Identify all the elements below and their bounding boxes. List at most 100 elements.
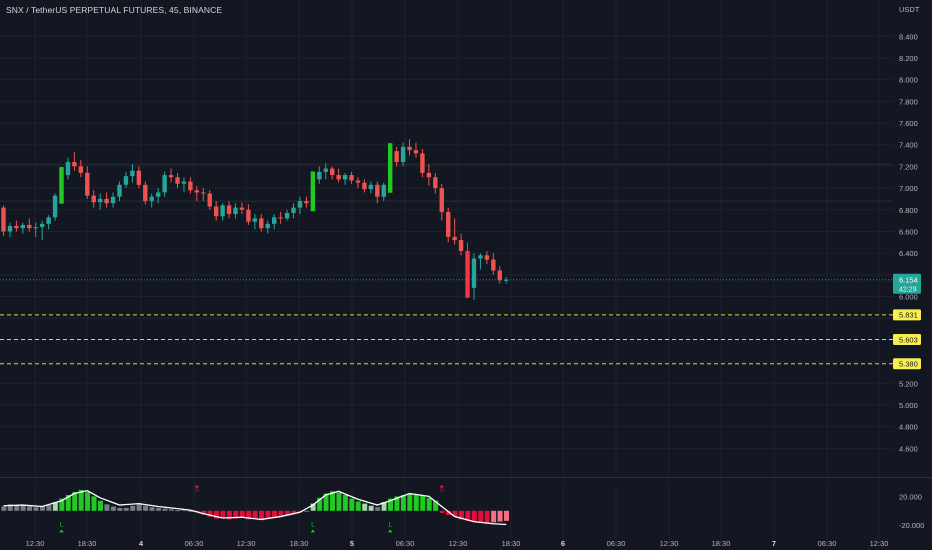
time-axis-tick: 18:30 bbox=[502, 539, 521, 548]
candle-body bbox=[497, 270, 502, 281]
candle-body bbox=[246, 209, 251, 222]
oscillator-bar bbox=[33, 507, 39, 511]
candle-body bbox=[97, 198, 103, 203]
candle-body bbox=[104, 198, 109, 204]
oscillator-bar bbox=[252, 510, 258, 518]
oscillator-bar bbox=[143, 505, 149, 511]
oscillator-bar bbox=[162, 508, 168, 511]
candle-body bbox=[446, 211, 451, 237]
time-axis[interactable]: 12:30 18:30 4 06:30 12:30 18:30 5 06:30 12:30 18:… bbox=[26, 539, 889, 548]
candle-body bbox=[201, 192, 206, 194]
oscillator-bar bbox=[375, 507, 381, 511]
candle-body bbox=[336, 175, 341, 180]
oscillator-bar bbox=[1, 506, 7, 511]
time-axis-tick: 06:30 bbox=[396, 539, 415, 548]
candle-body bbox=[355, 180, 361, 183]
oscillator-bar bbox=[355, 501, 361, 511]
oscillator-bar bbox=[317, 497, 323, 511]
oscillator-bar bbox=[85, 492, 91, 511]
price-level-lines[interactable] bbox=[0, 314, 893, 365]
candle-body bbox=[452, 236, 457, 241]
oscillator-bar bbox=[213, 510, 219, 519]
price-axis-tick: 6.400 bbox=[899, 249, 918, 258]
price-axis-tick: 7.600 bbox=[899, 119, 918, 128]
time-axis-tick: 18:30 bbox=[290, 539, 309, 548]
price-axis[interactable]: 8.400 8.200 8.000 7.800 7.600 7.400 7.200 7.000… bbox=[899, 32, 918, 453]
candle-body bbox=[239, 207, 245, 210]
candle-body bbox=[252, 218, 258, 222]
oscillator-bar bbox=[46, 505, 52, 511]
level-badge-label: 5.603 bbox=[899, 335, 918, 344]
candle-body bbox=[259, 218, 264, 229]
oscillator-bar bbox=[465, 510, 471, 521]
candle-body bbox=[46, 217, 51, 224]
short-signal-triangle-icon bbox=[194, 485, 200, 489]
oscillator-bar bbox=[78, 489, 84, 511]
candle-body bbox=[381, 184, 386, 197]
short-signal-label: S bbox=[195, 487, 199, 493]
oscillator-bar bbox=[7, 504, 13, 511]
oscillator-bar bbox=[310, 503, 316, 511]
oscillator-bar bbox=[265, 510, 271, 519]
oscillator-axis[interactable]: 20.000 -20.000 bbox=[899, 492, 924, 530]
long-signal-triangle-icon bbox=[59, 529, 64, 533]
candle-body bbox=[284, 213, 290, 219]
oscillator-bar bbox=[246, 510, 252, 520]
last-price-countdown: 42:29 bbox=[899, 286, 917, 293]
long-signal-label: L bbox=[311, 523, 315, 529]
long-signal-label: L bbox=[60, 523, 64, 529]
time-axis-tick: 06:30 bbox=[818, 539, 837, 548]
oscillator-bar bbox=[278, 510, 284, 517]
time-axis-tick: 7 bbox=[772, 539, 776, 548]
symbol-title[interactable]: SNX / TetherUS PERPETUAL FUTURES, 45, BI… bbox=[6, 5, 223, 15]
oscillator-bar bbox=[362, 503, 368, 511]
oscillator-bar bbox=[97, 500, 103, 511]
currency-label[interactable]: USDT bbox=[899, 5, 920, 14]
price-axis-tick: 4.600 bbox=[899, 444, 918, 453]
oscillator-bar bbox=[336, 492, 342, 511]
candle-body bbox=[7, 226, 13, 232]
oscillator-bar bbox=[20, 505, 26, 511]
oscillator-bar bbox=[259, 510, 265, 521]
oscillator-bar bbox=[65, 494, 71, 511]
short-signal-triangle-icon bbox=[439, 485, 444, 489]
price-axis-tick: 8.200 bbox=[899, 54, 918, 63]
candle-body bbox=[304, 201, 309, 204]
candle-body bbox=[1, 207, 6, 232]
candle-body bbox=[504, 279, 509, 281]
candle-body bbox=[375, 184, 380, 197]
oscillator-bar bbox=[104, 504, 110, 511]
oscillator-bar bbox=[291, 510, 297, 514]
oscillator-bar bbox=[484, 510, 490, 524]
oscillator-bar bbox=[220, 510, 226, 518]
last-price-badge bbox=[893, 273, 921, 294]
oscillator-bar bbox=[329, 491, 335, 511]
candle-body bbox=[491, 259, 496, 271]
candlestick-series bbox=[1, 139, 509, 300]
candle-body bbox=[123, 176, 129, 185]
time-axis-tick: 5 bbox=[350, 539, 354, 548]
candle-body bbox=[426, 172, 432, 178]
oscillator-bar bbox=[458, 510, 464, 520]
candle-body bbox=[349, 175, 354, 181]
price-axis-tick: 6.800 bbox=[899, 206, 918, 215]
candle-body bbox=[168, 175, 174, 178]
reference-lines bbox=[0, 163, 893, 202]
candle-body bbox=[20, 224, 26, 229]
time-axis-tick: 18:30 bbox=[78, 539, 97, 548]
long-signal-triangle-icon bbox=[388, 529, 393, 533]
oscillator-bar bbox=[59, 498, 65, 511]
time-axis-tick: 06:30 bbox=[185, 539, 204, 548]
time-axis-tick: 6 bbox=[561, 539, 565, 548]
oscillator-bar bbox=[123, 507, 129, 511]
oscillator-bar bbox=[188, 510, 194, 512]
price-axis-tick: 5.000 bbox=[899, 401, 918, 410]
candle-body bbox=[297, 201, 303, 208]
oscillator-bar bbox=[433, 500, 439, 511]
last-price-value: 6.154 bbox=[899, 275, 918, 284]
candle-body bbox=[400, 146, 406, 163]
candle-body bbox=[220, 205, 225, 217]
oscillator-bar bbox=[271, 510, 277, 518]
candle-body bbox=[478, 255, 483, 259]
